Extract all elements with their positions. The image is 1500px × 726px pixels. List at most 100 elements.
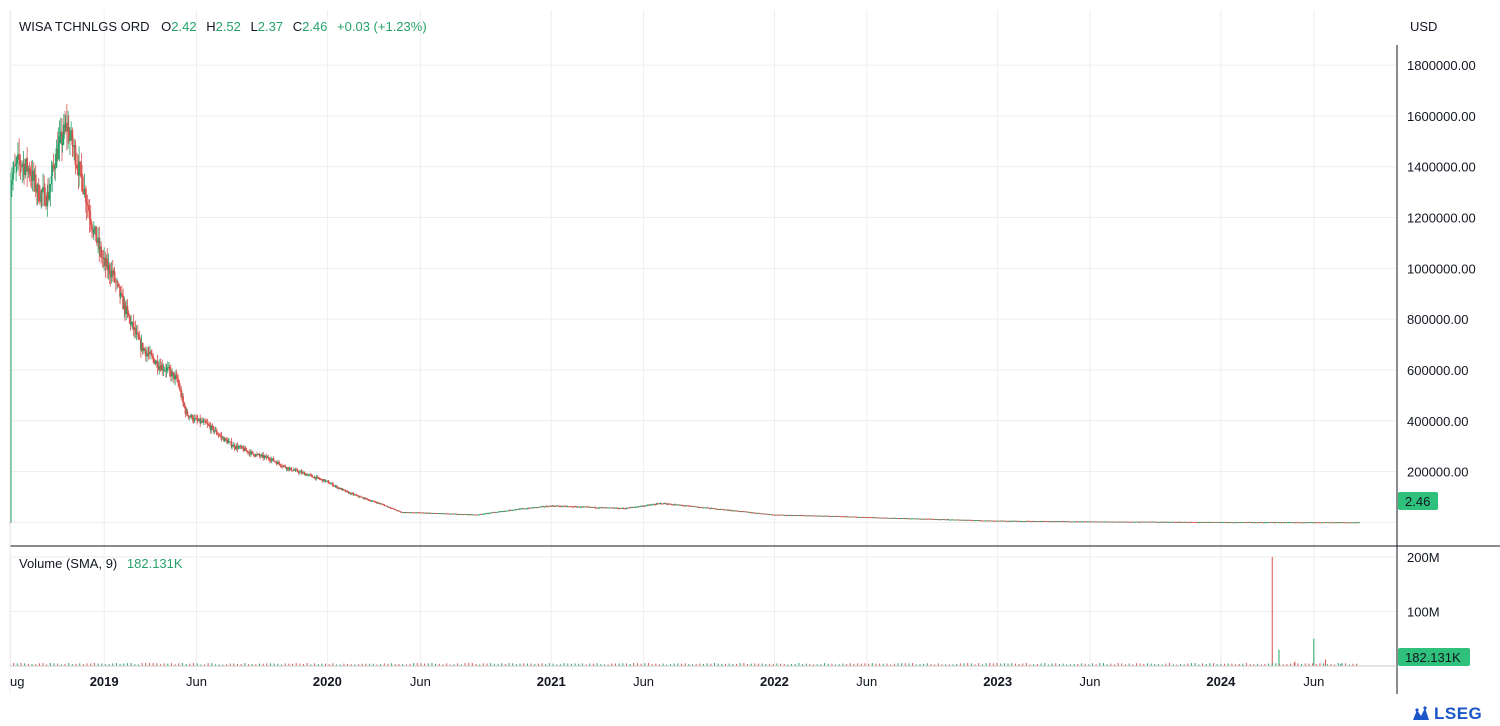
candle-body [980,520,983,522]
candle-body [1059,521,1062,523]
candle-body [1328,522,1331,524]
candle-body [681,505,683,506]
candle-body [529,507,532,509]
candle-body [689,505,692,507]
candle-body [876,517,879,519]
candle-body [697,506,699,508]
candle-body [74,145,77,165]
candle-body [1053,521,1056,523]
candle-body [442,513,444,515]
candle-body [824,515,827,517]
candle-body [823,515,826,517]
candle-body [1331,522,1334,524]
candle-body [740,511,743,512]
candle-body [30,176,33,181]
candle-body [643,505,646,507]
candle-body [1029,521,1032,522]
candle-body [1067,521,1069,523]
candle-body [374,501,377,503]
candle-body [236,445,239,449]
candle-body [390,508,392,509]
candle-body [798,515,800,517]
candle-body [790,515,793,516]
candle-body [316,476,319,478]
candle-body [1038,521,1041,523]
candle-body [650,504,652,506]
candle-body [126,305,129,311]
candle-body [664,503,667,505]
candle-body [688,505,691,507]
candle-body [283,465,285,467]
candle-body [1197,522,1200,524]
candle-body [967,519,970,521]
candle-body [712,508,715,509]
candle-body [86,204,89,206]
symbol-name[interactable]: WISA TCHNLGS ORD [19,19,150,34]
lseg-logo[interactable]: LSEG [1412,704,1482,724]
candle-body [931,518,934,520]
volume-legend-label[interactable]: Volume (SMA, 9) [19,556,118,571]
candle-body [1300,522,1302,524]
candle-body [224,438,227,440]
candle-body [260,454,263,457]
time-tick-label: 2022 [760,674,789,689]
candle-body [1203,522,1206,523]
candle-body [402,512,405,513]
candle-body [1116,521,1118,523]
candle-body [1191,522,1194,523]
candle-body [55,148,58,168]
candle-body [752,512,754,514]
candle-body [1019,521,1022,522]
candle-body [1166,521,1169,523]
candle-body [805,515,808,517]
candle-body [917,518,920,520]
candle-body [613,507,616,509]
candle-body [799,515,802,516]
candle-body [921,518,924,520]
candle-body [336,485,339,489]
candle-body [125,305,128,315]
candle-body [834,516,836,517]
candle-body [24,166,27,176]
candle-body [98,246,101,250]
candle-body [554,505,557,507]
time-tick-label: Jun [633,674,654,689]
candle-body [976,520,979,521]
candle-body [1243,522,1246,523]
candle-body [1282,522,1285,524]
candle-body [129,317,132,325]
candle-body [1084,521,1087,523]
candle-body [1229,522,1231,523]
candle-body [667,504,669,506]
candle-body [84,188,87,203]
candle-body [206,423,209,425]
candle-body [370,500,373,502]
candle-body [889,518,891,519]
candle-body [163,369,166,371]
candle-body [795,515,798,517]
candle-body [367,499,370,501]
candle-body [1234,522,1237,524]
candle-body [513,509,515,511]
candle-body [82,192,85,195]
candle-body [338,487,340,489]
candle-body [132,321,135,331]
candle-body [703,507,706,509]
candle-body [1353,522,1356,524]
candle-body [279,463,282,466]
candle-body [1000,520,1003,522]
candle-body [731,510,734,512]
candle-body [758,512,761,514]
candle-body [119,286,121,297]
candle-body [1254,522,1257,524]
candle-body [766,513,769,515]
candle-body [886,517,888,519]
candle-body [584,506,587,508]
candle-body [532,507,535,509]
candle-body [121,292,123,296]
candle-body [1056,521,1059,523]
candle-body [40,191,43,193]
candle-body [1315,522,1318,524]
currency-label[interactable]: USD [1410,19,1438,34]
